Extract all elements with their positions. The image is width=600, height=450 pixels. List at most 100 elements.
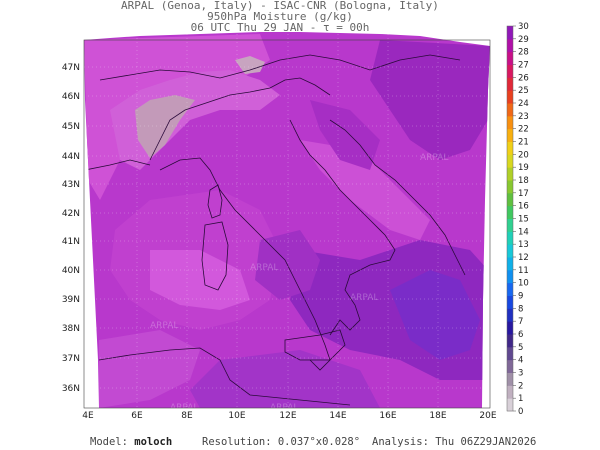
- longitude-label: 12E: [279, 411, 296, 421]
- colorbar-label: 6: [518, 330, 523, 340]
- longitude-label: 16E: [379, 411, 396, 421]
- colorbar-label: 24: [518, 99, 529, 109]
- colorbar-label: 21: [518, 138, 529, 148]
- colorbar-label: 26: [518, 73, 529, 83]
- italy-west-coast: [159, 157, 331, 371]
- colorbar-label: 29: [518, 35, 529, 45]
- moisture-patch-libya: [190, 350, 380, 408]
- france-coast: [84, 159, 151, 171]
- colorbar-swatch: [507, 205, 513, 219]
- longitude-label: 14E: [329, 411, 346, 421]
- colorbar-label: 25: [518, 86, 529, 96]
- colorbar-label: 7: [518, 317, 523, 327]
- colorbar-swatch: [507, 321, 513, 335]
- colorbar: 0123456789101112131415161718192021222324…: [506, 22, 529, 417]
- colorbar-label: 18: [518, 176, 529, 186]
- latitude-label: 47N: [62, 63, 80, 73]
- latitude-label: 42N: [62, 209, 80, 219]
- latitude-label: 38N: [62, 324, 80, 334]
- moisture-patch-sardinia-sea: [150, 250, 250, 310]
- colorbar-label: 28: [518, 48, 529, 58]
- colorbar-swatch: [507, 218, 513, 232]
- header-institutions: ARPAL (Genoa, Italy) - ISAC-CNR (Bologna…: [121, 0, 439, 12]
- model-label: Model:: [90, 436, 128, 448]
- north-africa-coast: [98, 347, 351, 406]
- colorbar-swatch: [507, 154, 513, 168]
- footer-analysis: Analysis: Thu 06Z29JAN2026: [372, 436, 537, 448]
- colorbar-label: 13: [518, 240, 529, 250]
- colorbar-swatch: [507, 295, 513, 309]
- colorbar-label: 3: [518, 369, 523, 379]
- colorbar-swatch: [507, 180, 513, 194]
- watermark-5: ARPAL: [170, 403, 198, 413]
- latitude-label: 41N: [62, 237, 80, 247]
- colorbar-swatch: [507, 334, 513, 348]
- colorbar-swatch: [507, 115, 513, 130]
- colorbar-label: 17: [518, 189, 529, 199]
- colorbar-label: 27: [518, 61, 529, 71]
- colorbar-swatch: [507, 385, 513, 399]
- watermark-1: ARPAL: [150, 321, 178, 331]
- map-frame: [83, 39, 491, 409]
- moisture-patch-east: [370, 40, 490, 160]
- colorbar-swatch: [507, 51, 513, 65]
- colorbar-label: 1: [518, 394, 523, 404]
- colorbar-swatch: [507, 77, 513, 91]
- moisture-field: ARPAL ARPAL ARPAL ARPAL ARPAL ARPAL: [84, 32, 490, 413]
- footer-resolution: Resolution: 0.037°x0.028°: [202, 436, 361, 448]
- longitude-labels: 4E 6E 8E 10E 12E 14E 16E 18E 20E: [82, 411, 497, 421]
- colorbar-swatch: [507, 38, 513, 53]
- corsica: [207, 184, 223, 219]
- inner-borders: [99, 54, 461, 81]
- colorbar-swatch: [507, 103, 513, 117]
- italy-east-coast: [289, 119, 396, 336]
- latitude-label: 39N: [62, 295, 80, 305]
- colorbar-swatch: [507, 128, 513, 142]
- colorbar-swatch: [507, 257, 513, 271]
- colorbar-swatch: [507, 359, 513, 373]
- colorbar-swatch: [507, 192, 513, 207]
- watermark-2: ARPAL: [250, 263, 278, 273]
- colorbar-swatch: [507, 231, 513, 245]
- colorbar-label: 30: [518, 22, 529, 32]
- colorbar-label: 15: [518, 215, 529, 225]
- colorbar-label: 4: [518, 356, 523, 366]
- colorbar-label: 14: [518, 227, 529, 237]
- header-time: 06 UTC Thu 29 JAN - τ = 00h: [190, 21, 370, 34]
- moisture-patch-croatia: [310, 100, 380, 170]
- sardinia: [201, 221, 229, 291]
- colorbar-swatch: [507, 141, 513, 155]
- longitude-label: 8E: [181, 411, 193, 421]
- colorbar-swatch: [507, 90, 513, 104]
- colorbar-swatch: [507, 64, 513, 78]
- colorbar-label: 22: [518, 125, 529, 135]
- colorbar-label: 16: [518, 202, 529, 212]
- watermark-3: ARPAL: [350, 293, 378, 303]
- colorbar-label: 5: [518, 343, 523, 353]
- colorbar-label: 12: [518, 253, 529, 263]
- latitude-label: 44N: [62, 152, 80, 162]
- latitude-label: 43N: [62, 180, 80, 190]
- sicily: [284, 329, 346, 361]
- colorbar-label: 2: [518, 381, 523, 391]
- balkan-coast: [329, 119, 466, 276]
- colorbar-label: 8: [518, 304, 523, 314]
- moisture-patch-ionian: [390, 270, 480, 360]
- watermarks: ARPAL ARPAL ARPAL ARPAL ARPAL ARPAL: [150, 153, 448, 413]
- colorbar-label: 0: [518, 407, 523, 417]
- colorbar-label: 19: [518, 163, 529, 173]
- moisture-patch-grey-2: [235, 56, 265, 74]
- model-value: moloch: [134, 436, 173, 448]
- colorbar-swatch: [507, 244, 513, 258]
- moisture-patch-grey-alps: [135, 95, 195, 158]
- watermark-4: ARPAL: [420, 153, 448, 163]
- watermark-6: ARPAL: [270, 403, 298, 413]
- colorbar-swatch: [507, 167, 513, 181]
- colorbar-label: 23: [518, 112, 529, 122]
- latitude-label: 37N: [62, 354, 80, 364]
- header-variable: 950hPa Moisture (g/kg): [207, 10, 353, 23]
- colorbar-label: 20: [518, 150, 529, 160]
- latitude-labels: 47N 46N 45N 44N 43N 42N 41N 40N 39N 38N 37N 36N: [62, 63, 80, 394]
- colorbar-label: 9: [518, 292, 523, 302]
- coastlines: [84, 54, 466, 406]
